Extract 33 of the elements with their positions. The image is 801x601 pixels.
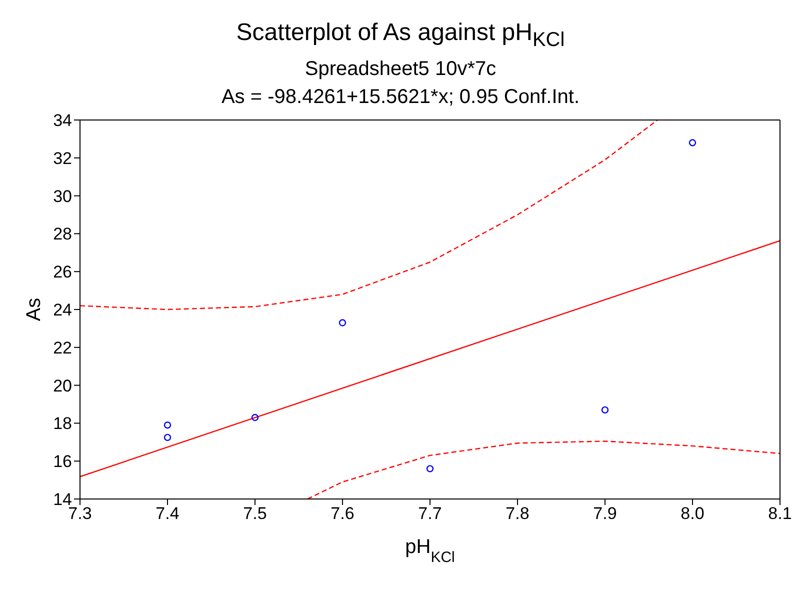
y-tick-label: 16 [53,452,72,471]
y-tick-label: 22 [53,338,72,358]
y-tick-label: 28 [53,224,72,244]
point [688,138,696,146]
x-tick-label: 7.9 [593,504,617,523]
y-tick-label: 34 [53,110,72,130]
point [338,318,346,326]
line-series [80,120,658,310]
point [164,421,172,428]
x-tick-label: 8.0 [680,504,704,523]
chart-subtitle: Spreadsheet5 10v*7c [304,56,498,82]
text: As = -98.4261+15.5621*x; 0.95 Conf.Int. [220,84,581,110]
y-tick-label: 20 [53,376,72,396]
x-tick-label: 7.4 [156,504,180,523]
x-axis-title: pH$_{KCl}$ [405,536,455,566]
y-tick-label: 32 [53,148,72,168]
x-tick-label: 7.8 [506,504,530,523]
point [426,464,434,472]
y-tick-label: 18 [53,414,72,434]
x-tick-label: 7.6 [330,504,354,523]
y-axis-title: As [23,298,45,321]
y-tick-label: 30 [53,186,72,206]
x-tick-label: 7.7 [418,504,442,523]
x-tick-label: 8.1 [768,504,792,523]
y-tick-label: 24 [53,300,72,320]
y-tick-label: 26 [53,262,72,282]
point [601,406,609,414]
chart-title: Scatterplot of As against pH$_{KCl}$ [235,18,566,53]
line-series [306,440,780,499]
x-tick-label: 7.5 [243,504,267,523]
point [164,434,172,441]
x-tick-label: 7.3 [68,504,92,523]
point [251,414,259,421]
